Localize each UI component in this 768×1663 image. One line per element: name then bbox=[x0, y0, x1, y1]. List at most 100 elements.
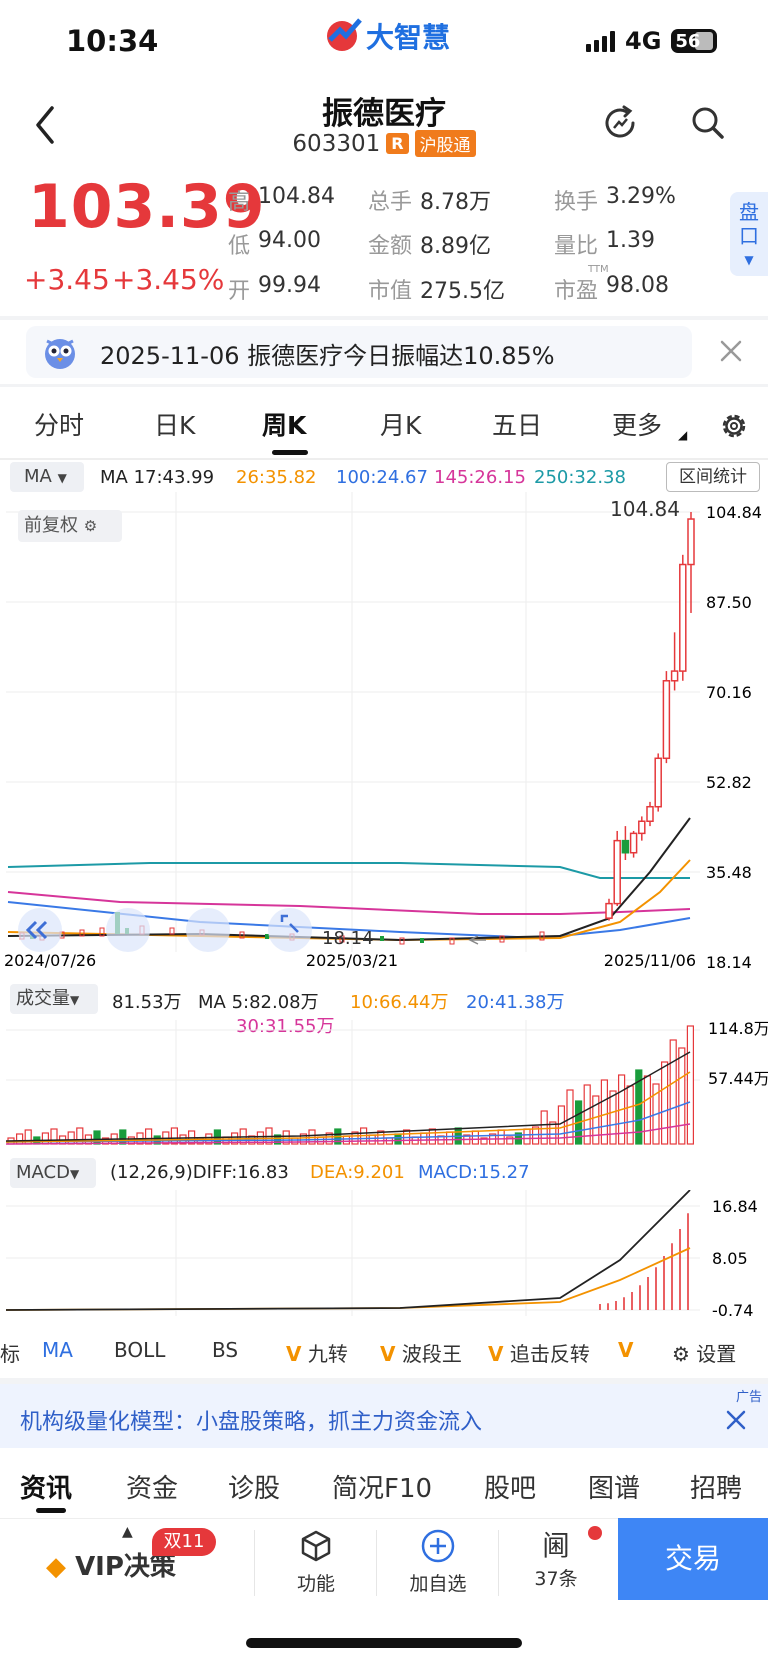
vip-decision-button[interactable]: ◆ VIP决策 bbox=[46, 1552, 176, 1582]
function-button[interactable]: 功能 bbox=[276, 1528, 356, 1596]
volume-bar bbox=[531, 1126, 540, 1145]
tab-more[interactable]: 更多 bbox=[612, 411, 663, 440]
range-stats-button[interactable]: 区间统计 bbox=[666, 462, 760, 492]
indicator-nine-turn[interactable]: V 九转 bbox=[286, 1342, 348, 1366]
tab-f10[interactable]: 简况F10 bbox=[332, 1474, 433, 1504]
price-change-pct: +3.45% bbox=[112, 263, 225, 296]
tab-monthly-k[interactable]: 月K bbox=[380, 411, 422, 440]
tab-recruit[interactable]: 招聘 bbox=[690, 1474, 743, 1504]
volume-ma20: 20:41.38万 bbox=[466, 992, 565, 1013]
vol-value: 8.78万 bbox=[420, 190, 491, 215]
ad-text[interactable]: 机构级量化模型：小盘股策略，抓主力资金流入 bbox=[20, 1410, 483, 1435]
volume-bar bbox=[119, 1129, 127, 1145]
indicator-bs[interactable]: BS bbox=[212, 1338, 239, 1362]
ma20-line bbox=[7, 901, 691, 940]
tab-funds[interactable]: 资金 bbox=[126, 1474, 179, 1504]
fuquan-button[interactable]: 前复权 ⚙ bbox=[18, 510, 122, 542]
expand-up-icon[interactable]: ▲ bbox=[122, 1524, 133, 1540]
owl-icon bbox=[45, 339, 75, 369]
volume-bar bbox=[170, 1127, 178, 1145]
tab-underline bbox=[272, 450, 308, 455]
y-tick-label: 18.14 bbox=[706, 953, 752, 972]
volume-bar bbox=[446, 1131, 454, 1145]
volume-bar bbox=[549, 1121, 557, 1145]
tab-intraday[interactable]: 分时 bbox=[34, 411, 85, 440]
ad-tag: 广告 bbox=[736, 1390, 763, 1405]
indicator-chase-reversal[interactable]: V 追击反转 bbox=[488, 1342, 590, 1366]
news-text[interactable]: 2025-11-06 振德医疗今日振幅达10.85% bbox=[100, 342, 555, 370]
indicator-band-king[interactable]: V 波段王 bbox=[380, 1342, 462, 1366]
x-tick-label: 2025/11/06 bbox=[604, 951, 696, 970]
messages-button[interactable]: 阃 37条 bbox=[516, 1528, 596, 1591]
volume-select[interactable]: 成交量▼ bbox=[10, 984, 98, 1014]
chart-nav-controls[interactable] bbox=[18, 908, 312, 952]
chevron-down-icon: ▼ bbox=[744, 253, 754, 267]
low-value: 94.00 bbox=[258, 228, 321, 253]
indicator-bar: 标 MA BOLL BS V 九转 V 波段王 V 追击反转 V ⚙ 设置 bbox=[0, 1332, 768, 1370]
tab-daily-k[interactable]: 日K bbox=[154, 411, 196, 440]
add-watchlist-button[interactable]: 加自选 bbox=[398, 1528, 478, 1596]
low-label: 低 bbox=[228, 234, 251, 259]
indicator-item[interactable]: 标 bbox=[0, 1342, 20, 1366]
high-label: 高 bbox=[228, 190, 251, 215]
divider bbox=[0, 316, 768, 320]
divider bbox=[254, 1530, 255, 1596]
close-icon[interactable] bbox=[724, 1408, 748, 1432]
volume-bar bbox=[686, 1025, 695, 1145]
ad-banner[interactable] bbox=[0, 1384, 768, 1448]
ma60-value: 250:32.38 bbox=[534, 467, 626, 488]
volume-ma10-line bbox=[5, 1071, 691, 1143]
back-icon[interactable] bbox=[30, 100, 60, 150]
amount-label: 金额 bbox=[368, 234, 413, 259]
tab-graph[interactable]: 图谱 bbox=[588, 1474, 641, 1504]
volume-bar bbox=[540, 1110, 548, 1145]
candle bbox=[654, 753, 662, 812]
pankou-button[interactable]: 盘口 ▼ bbox=[730, 192, 768, 276]
macd-chart: 16.84 8.05 -0.74 bbox=[5, 1190, 758, 1320]
tab-forum[interactable]: 股吧 bbox=[484, 1474, 537, 1504]
candle bbox=[621, 826, 630, 861]
y-tick-label: 70.16 bbox=[706, 683, 752, 702]
volume-bar bbox=[660, 1061, 669, 1145]
tab-weekly-k[interactable]: 周K bbox=[262, 411, 307, 440]
macd-dea-line bbox=[5, 1247, 691, 1311]
indicator-ma[interactable]: MA bbox=[42, 1338, 73, 1362]
macd-select[interactable]: MACD▼ bbox=[10, 1158, 96, 1188]
volume-bar bbox=[145, 1128, 153, 1145]
vol-label: 总手 bbox=[368, 190, 413, 215]
volume-bar bbox=[325, 1132, 333, 1145]
volume-ma10: 10:66.44万 bbox=[350, 992, 449, 1013]
volume-bar bbox=[291, 1137, 299, 1145]
trade-button[interactable]: 交易 bbox=[618, 1518, 768, 1600]
pankou-label: 盘口 bbox=[739, 200, 759, 248]
volume-bar bbox=[368, 1134, 376, 1145]
volume-bars bbox=[7, 1025, 695, 1145]
news-bar[interactable] bbox=[26, 326, 692, 378]
tab-diagnosis[interactable]: 诊股 bbox=[228, 1474, 281, 1504]
indicator-more-v[interactable]: V bbox=[618, 1338, 634, 1362]
kline-y-axis: 104.84 87.50 70.16 52.82 35.48 18.14 bbox=[706, 503, 762, 972]
volume-bar bbox=[600, 1079, 609, 1145]
volume-bar bbox=[583, 1084, 591, 1145]
volume-chart: 114.8万 57.44万 bbox=[5, 1020, 768, 1146]
indicator-settings[interactable]: ⚙ 设置 bbox=[672, 1342, 737, 1366]
gear-icon[interactable] bbox=[718, 410, 750, 442]
y-tick-label: 52.82 bbox=[706, 773, 752, 792]
kline-chart[interactable]: 104.84 18.14 104.8487.5070.1652.8235.481… bbox=[0, 492, 768, 972]
unread-dot bbox=[588, 1526, 602, 1540]
volume-bar bbox=[523, 1128, 531, 1145]
pe-label: 市盈 bbox=[554, 279, 599, 304]
tab-news[interactable]: 资讯 bbox=[20, 1474, 73, 1504]
volume-bar bbox=[394, 1133, 402, 1145]
indicator-boll[interactable]: BOLL bbox=[114, 1338, 166, 1362]
tab-five-day[interactable]: 五日 bbox=[492, 411, 543, 440]
message-icon: 阃 bbox=[541, 1529, 570, 1562]
refresh-icon[interactable] bbox=[600, 103, 640, 143]
macd-value: MACD:15.27 bbox=[418, 1162, 530, 1183]
low-marker: 18.14 bbox=[322, 928, 374, 949]
ma-select[interactable]: MA ▼ bbox=[10, 462, 84, 492]
volume-bar bbox=[420, 1132, 428, 1145]
search-icon[interactable] bbox=[688, 103, 728, 143]
close-icon[interactable] bbox=[718, 338, 744, 364]
candle bbox=[638, 816, 646, 841]
